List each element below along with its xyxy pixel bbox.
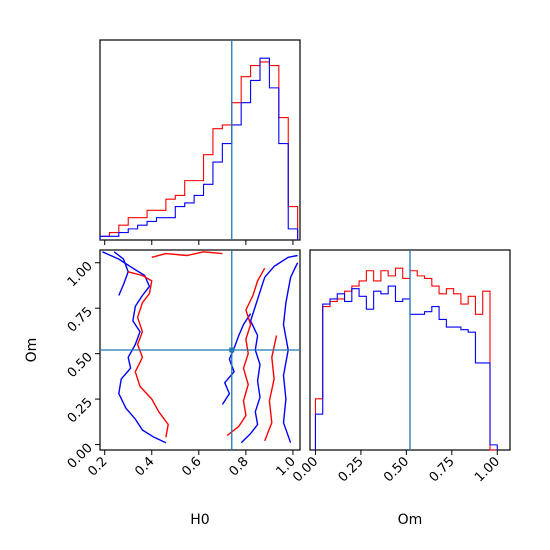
h0-hist-series-1-step bbox=[99, 57, 299, 240]
joint-contour-1-0 bbox=[151, 251, 223, 258]
joint-contour-0-2 bbox=[240, 254, 298, 444]
joint-contour-1-1 bbox=[128, 271, 169, 438]
om-hist-series-1-step bbox=[314, 285, 498, 450]
joint-ytick-label-2: 0.50 bbox=[65, 350, 96, 381]
x-axis-label-h0: H0 bbox=[190, 512, 209, 528]
joint-ytick-label-4: 1.00 bbox=[65, 259, 96, 290]
joint-contour-panel: 0.2 0.4 0.6 0.8 1.00.000.250.500.751.00 bbox=[65, 249, 301, 479]
om-hist-xtick-label-4: 1.00 bbox=[472, 454, 503, 485]
h0-marginal-panel bbox=[99, 39, 301, 245]
joint-ytick-label-1: 0.25 bbox=[65, 395, 96, 426]
joint-truth-marker bbox=[229, 347, 235, 353]
joint-contour-0-0 bbox=[102, 251, 167, 444]
joint-contour-0-3 bbox=[282, 262, 299, 443]
om-hist-xtick-label-0: 0.00 bbox=[290, 454, 321, 485]
joint-contour-1-2 bbox=[226, 267, 266, 437]
om-hist-xtick-label-1: 0.25 bbox=[336, 454, 367, 485]
joint-contour-0-4 bbox=[221, 313, 252, 405]
joint-ytick-label-3: 0.75 bbox=[65, 304, 96, 335]
joint-xtick-label-3: 0.8 bbox=[226, 454, 251, 479]
joint-xtick-label-1: 0.4 bbox=[132, 454, 157, 479]
y-axis-label-om: Om bbox=[24, 338, 40, 363]
h0-marginal-frame bbox=[99, 39, 301, 241]
x-axis-label-om: Om bbox=[398, 512, 423, 528]
h0-hist-series-0-step bbox=[99, 61, 299, 240]
om-hist-series-0-step bbox=[314, 267, 498, 451]
om-marginal-panel: 0.00 0.25 0.50 0.75 1.00 bbox=[290, 249, 511, 485]
joint-contour-1-3 bbox=[264, 335, 278, 442]
joint-xtick-label-2: 0.6 bbox=[179, 454, 204, 479]
om-hist-xtick-label-2: 0.50 bbox=[381, 454, 412, 485]
om-hist-xtick-label-3: 0.75 bbox=[427, 454, 458, 485]
